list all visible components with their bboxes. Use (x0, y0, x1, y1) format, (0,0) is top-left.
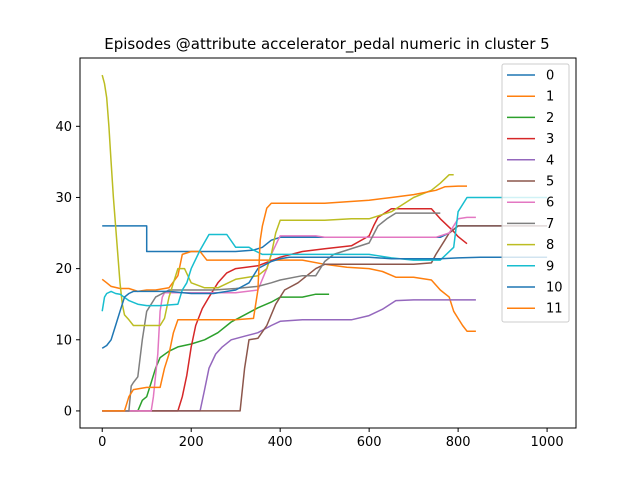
x-tick-label: 800 (446, 435, 471, 450)
legend-label-2: 2 (546, 111, 554, 126)
x-tick-label: 400 (268, 435, 293, 450)
series-line-11 (102, 185, 467, 412)
series-line-6 (102, 216, 476, 412)
legend-label-6: 6 (546, 196, 554, 211)
series-line-7 (102, 212, 441, 412)
x-axis: 0 200 400 600 800 1000 (98, 428, 564, 450)
legend: 0 1 2 3 4 5 6 7 8 9 10 11 (501, 63, 570, 323)
series-line-4 (102, 299, 476, 412)
y-tick-label: 40 (55, 120, 72, 135)
series-line-2 (102, 293, 330, 412)
legend-label-3: 3 (546, 132, 554, 147)
series-line-8 (101, 74, 454, 327)
legend-label-5: 5 (546, 175, 554, 190)
legend-label-7: 7 (546, 217, 554, 232)
chart-title: Episodes @attribute accelerator_pedal nu… (104, 35, 549, 54)
series-line-10 (101, 256, 548, 349)
y-tick-label: 30 (55, 191, 72, 206)
x-tick-label: 600 (357, 435, 382, 450)
y-axis: 0 10 20 30 40 (55, 120, 80, 419)
legend-label-11: 11 (546, 302, 563, 317)
legend-label-10: 10 (546, 281, 563, 296)
legend-label-8: 8 (546, 238, 554, 253)
series-line-3 (102, 208, 468, 412)
y-tick-label: 10 (55, 333, 72, 348)
legend-label-4: 4 (546, 153, 554, 168)
series-line-5 (102, 225, 548, 412)
plot-frame (79, 57, 577, 429)
plot-lines (101, 74, 548, 412)
y-tick-label: 20 (55, 262, 72, 277)
legend-label-0: 0 (546, 69, 554, 84)
legend-label-1: 1 (546, 90, 554, 105)
legend-box (501, 63, 570, 323)
legend-label-9: 9 (546, 259, 554, 274)
y-tick-label: 0 (64, 404, 72, 419)
x-tick-label: 1000 (531, 435, 564, 450)
x-tick-label: 0 (98, 435, 106, 450)
x-tick-label: 200 (179, 435, 204, 450)
